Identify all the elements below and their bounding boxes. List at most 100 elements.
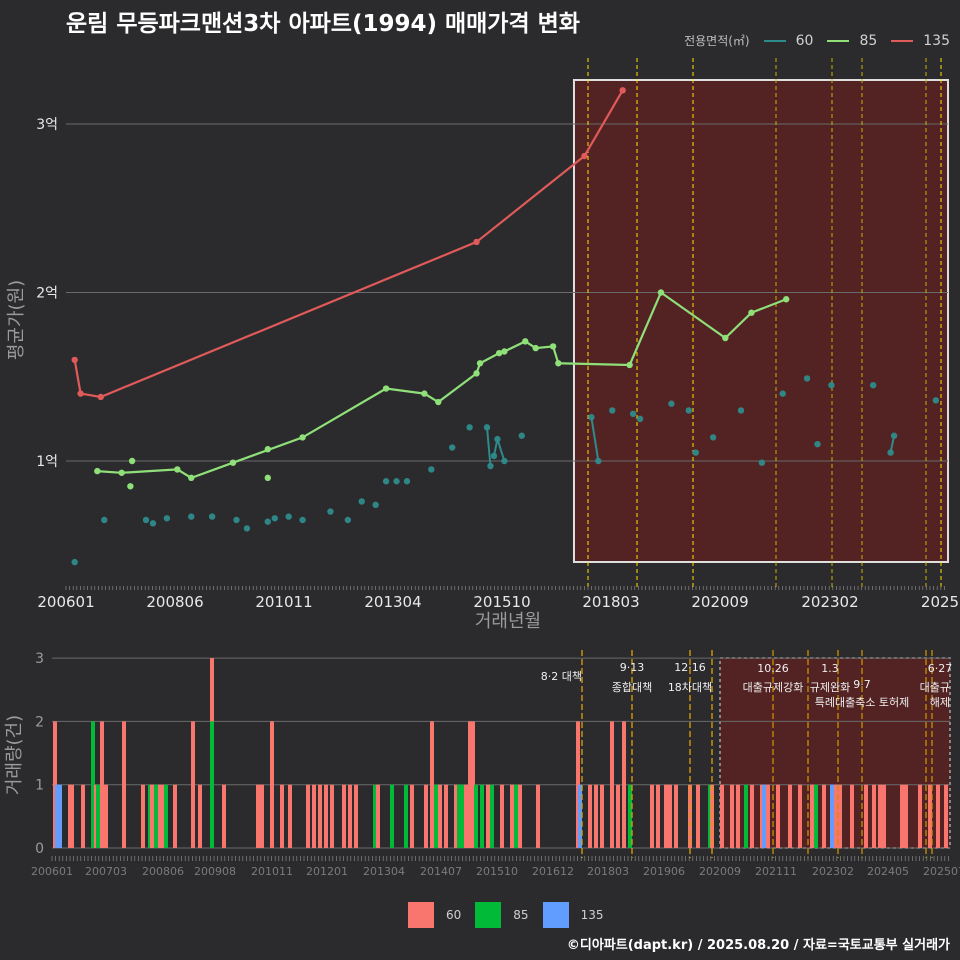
volume-bar: [150, 784, 154, 848]
volume-bar: [830, 784, 834, 848]
series-60-point: [449, 444, 456, 451]
legend-box-135: [542, 902, 569, 928]
volume-bar: [354, 784, 358, 848]
bottom-x-tick-label: 202507: [923, 865, 960, 878]
volume-bar: [664, 784, 668, 848]
volume-bar: [798, 784, 802, 848]
volume-bar: [616, 784, 620, 848]
series-60-point: [299, 516, 306, 524]
volume-bar: [674, 784, 678, 848]
volume-bar: [578, 784, 582, 848]
volume-bar: [744, 784, 748, 848]
series-60-point: [428, 466, 435, 473]
volume-bar: [936, 784, 940, 848]
series-60-line: [492, 438, 499, 457]
volume-bar: [536, 784, 540, 848]
volume-bar: [430, 721, 434, 848]
bottom-x-tick-label: 201803: [587, 865, 629, 878]
volume-bar: [500, 784, 504, 848]
series-85-point: [783, 296, 790, 303]
volume-bar: [324, 784, 328, 848]
volume-bar: [454, 784, 458, 848]
volume-bar: [330, 784, 334, 848]
series-60-point: [685, 407, 692, 414]
series-85-point: [522, 338, 529, 345]
bottom-x-tick-label: 201510: [476, 865, 518, 878]
volume-bar: [668, 784, 672, 848]
volume-bar: [55, 784, 59, 848]
legend-label-135: 135: [923, 32, 950, 49]
volume-bar: [720, 784, 724, 848]
series-85-point: [722, 334, 729, 342]
legend-label-60: 60: [795, 32, 814, 49]
series-60-point: [149, 520, 157, 527]
policy-annotation: 해제: [930, 695, 950, 709]
volume-bar: [191, 721, 195, 848]
policy-annotation: 12·16: [674, 661, 706, 674]
series-85-point: [748, 309, 755, 316]
volume-bar: [81, 784, 85, 848]
series-60-point: [372, 501, 379, 509]
series-60-point: [869, 381, 877, 389]
y-tick-label: 2억: [36, 286, 58, 302]
series-85-point: [118, 469, 125, 476]
series-85-point: [495, 349, 503, 357]
series-60-point: [271, 515, 278, 522]
policy-annotation: 10.26: [757, 662, 789, 675]
series-60-point: [609, 407, 616, 414]
series-85-point: [657, 289, 665, 296]
volume-bar: [468, 721, 472, 848]
policy-annotation: 9·7: [853, 678, 871, 691]
volume-bar: [438, 784, 442, 848]
bottom-x-tick-label: 201612: [532, 865, 574, 878]
series-60-line: [889, 435, 896, 453]
series-60-point: [814, 440, 821, 448]
series-60-point: [490, 452, 498, 460]
series-135-point: [619, 87, 626, 94]
volume-bar: [100, 721, 104, 848]
series-135-point: [473, 238, 480, 246]
legend-item-60: 60: [408, 902, 461, 928]
policy-annotation: 1.3: [821, 662, 839, 675]
series-60-point: [285, 513, 292, 520]
volume-bar: [918, 784, 922, 848]
series-60-point: [668, 400, 675, 407]
volume-bar: [904, 784, 908, 848]
volume-bar: [838, 784, 842, 848]
series-60-point: [327, 508, 334, 515]
bottom-x-tick-label: 200908: [194, 865, 236, 878]
policy-annotation: 특례대출축소 토허제: [815, 696, 910, 709]
legend-item-85: 85: [475, 902, 529, 928]
x-axis-label: 거래년월: [475, 611, 541, 632]
volume-bar: [173, 784, 177, 848]
volume-bar: [210, 721, 214, 848]
volume-bar: [348, 784, 352, 848]
series-85-point: [229, 459, 237, 466]
legend-label-85: 85: [859, 32, 878, 49]
volume-bar: [788, 784, 792, 848]
volume-bar: [164, 784, 168, 848]
volume-bar: [104, 784, 108, 848]
policy-annotation: 6·27: [928, 662, 953, 675]
volume-bar: [510, 784, 514, 848]
bottom-y-tick-label: 3: [35, 651, 44, 667]
legend-title: 전용면적(㎡): [684, 34, 750, 48]
volume-bar: [900, 784, 904, 848]
volume-bar: [404, 784, 408, 848]
series-85-point: [435, 398, 442, 406]
legend-box-85: [475, 902, 502, 928]
legend-box-60: [408, 902, 434, 928]
volume-bar: [256, 784, 260, 848]
volume-bar: [158, 784, 162, 848]
series-135-point: [97, 393, 104, 401]
series-85-point: [188, 474, 195, 482]
series-60-point: [466, 424, 473, 431]
series-60-point: [779, 390, 786, 397]
chart-title: 운림 무등파크맨션3차 아파트(1994) 매매가격 변화: [66, 11, 580, 37]
volume-bar: [457, 784, 461, 848]
legend-bottom-label-60: 60: [446, 908, 462, 922]
legend-swatch-60: [763, 39, 786, 42]
bottom-x-tick-label: 201011: [251, 865, 293, 878]
x-tick-label: 202302: [801, 593, 858, 611]
series-60-point: [264, 518, 271, 525]
